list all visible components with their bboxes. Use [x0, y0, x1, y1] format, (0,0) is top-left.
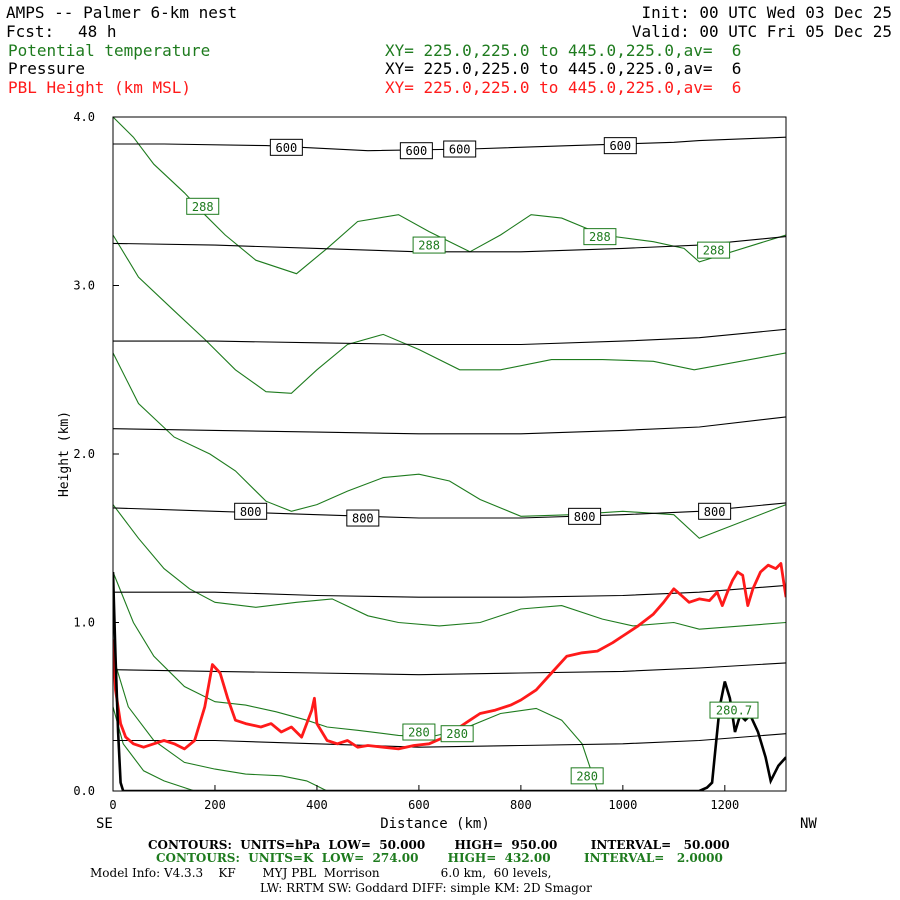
- theta-label: 280: [576, 769, 598, 783]
- pressure-label-box: [269, 138, 303, 156]
- pressure-contours: [113, 136, 786, 748]
- pressure-label: 600: [276, 141, 298, 155]
- field-xy-theta: XY= 225.0,225.0 to 445.0,225.0,av= 6: [385, 41, 742, 60]
- plot-frame: [112, 116, 787, 792]
- pressure-label-box: [603, 137, 637, 155]
- field-name-theta: Potential temperature: [8, 41, 211, 60]
- theta-label: 288: [703, 244, 725, 258]
- theta-label: 280: [446, 727, 468, 741]
- forecast-label: Fcst:: [6, 22, 55, 41]
- theta-label: 288: [418, 239, 440, 253]
- footer-pressure-contour-info: CONTOURS: UNITS=hPa LOW= 50.000 HIGH= 95…: [148, 838, 730, 852]
- theta-label: 280: [408, 726, 430, 740]
- field-xy-pressure: XY= 225.0,225.0 to 445.0,225.0,av= 6: [385, 59, 742, 78]
- pbl-height-layer: [113, 562, 786, 751]
- pressure-label-box: [443, 140, 477, 158]
- terrain-layer: [113, 571, 786, 791]
- theta-contour-line-1: [113, 234, 786, 394]
- y-tick-label: 3.0: [73, 279, 95, 293]
- pressure-contour-900hpa: [113, 662, 786, 676]
- y-tick-label: 2.0: [73, 447, 95, 461]
- footer-physics-info: LW: RRTM SW: Goddard DIFF: simple KM: 2D…: [260, 881, 592, 895]
- contour-labels: 600 600 600 600 800 800 800 800 288 288 288 288 280 2…: [186, 137, 759, 785]
- model-title: AMPS -- Palmer 6-km nest: [6, 3, 238, 22]
- x-tick-label: 600: [408, 798, 430, 812]
- y-axis-title: Height (km): [57, 411, 72, 497]
- theta-label-box: [440, 725, 474, 743]
- y-tick-label: 4.0: [73, 110, 95, 124]
- x-tick-label: 1200: [710, 798, 739, 812]
- pressure-label: 800: [704, 505, 726, 519]
- y-tick-label: 1.0: [73, 616, 95, 630]
- axes: 0 200 400 600 800 1000 1200 0.0 1.0 2.0 3.0 4.0: [73, 110, 739, 812]
- init-time: Init: 00 UTC Wed 03 Dec 25: [641, 3, 892, 22]
- nw-end-label: NW: [800, 816, 817, 832]
- theta-contour-line-5: [113, 656, 328, 791]
- pressure-contour-700hpa: [113, 328, 786, 346]
- theta-label: 288: [589, 230, 611, 244]
- x-tick-label: 0: [109, 798, 116, 812]
- theta-label: 288: [192, 200, 214, 214]
- pressure-label: 800: [574, 510, 596, 524]
- pbl-height-line: [113, 562, 786, 751]
- theta-label-box: [570, 767, 604, 785]
- pressure-label-box: [399, 142, 433, 160]
- pressure-label-box: [234, 502, 268, 520]
- pressure-label-box: [698, 502, 732, 520]
- theta-contour-line-0: [113, 117, 786, 275]
- pressure-label-box: [346, 509, 380, 527]
- pressure-label: 600: [449, 143, 471, 157]
- terrain-line: [113, 571, 786, 791]
- pressure-contour-850hpa: [113, 584, 786, 598]
- pressure-contour-750hpa: [113, 416, 786, 435]
- forecast-hour: 48 h: [78, 22, 117, 41]
- theta-label-box: [697, 241, 731, 259]
- valid-time: Valid: 00 UTC Fri 05 Dec 25: [631, 22, 892, 41]
- x-axis-title: Distance (km): [380, 816, 490, 832]
- theta-label-box: [186, 197, 220, 215]
- theta-contour-line-3: [113, 504, 786, 630]
- x-tick-label: 800: [510, 798, 532, 812]
- theta-label-box: [412, 236, 446, 254]
- pressure-contour-800hpa: [113, 502, 786, 519]
- theta-label-box: [709, 701, 759, 719]
- y-tick-label: 0.0: [73, 784, 95, 798]
- pressure-label-box: [568, 507, 602, 525]
- pressure-contour-950hpa: [113, 733, 786, 748]
- x-tick-label: 400: [306, 798, 328, 812]
- pressure-contour-650hpa: [113, 236, 786, 253]
- field-name-pressure: Pressure: [8, 59, 86, 78]
- pressure-label: 600: [406, 144, 428, 158]
- field-name-pbl: PBL Height (km MSL): [8, 78, 192, 97]
- theta-contour-line-2: [113, 352, 786, 539]
- theta-contours: [113, 117, 786, 791]
- x-tick-label: 1000: [608, 798, 637, 812]
- pressure-label: 800: [352, 512, 374, 526]
- theta-label-box: [402, 723, 436, 741]
- theta-label: 280.7: [716, 704, 752, 718]
- x-tick-label: 200: [204, 798, 226, 812]
- footer-theta-contour-info: CONTOURS: UNITS=K LOW= 274.00 HIGH= 432.…: [156, 851, 723, 865]
- field-xy-pbl: XY= 225.0,225.0 to 445.0,225.0,av= 6: [385, 78, 742, 97]
- theta-label-box: [583, 228, 617, 246]
- footer-model-info: Model Info: V4.3.3 KF MYJ PBL Morrison 6…: [90, 866, 552, 880]
- pressure-label: 600: [609, 139, 631, 153]
- theta-contour-line-4: [113, 571, 598, 791]
- theta-contour-line-6: [113, 706, 195, 791]
- pressure-label: 800: [240, 505, 262, 519]
- se-end-label: SE: [96, 816, 113, 832]
